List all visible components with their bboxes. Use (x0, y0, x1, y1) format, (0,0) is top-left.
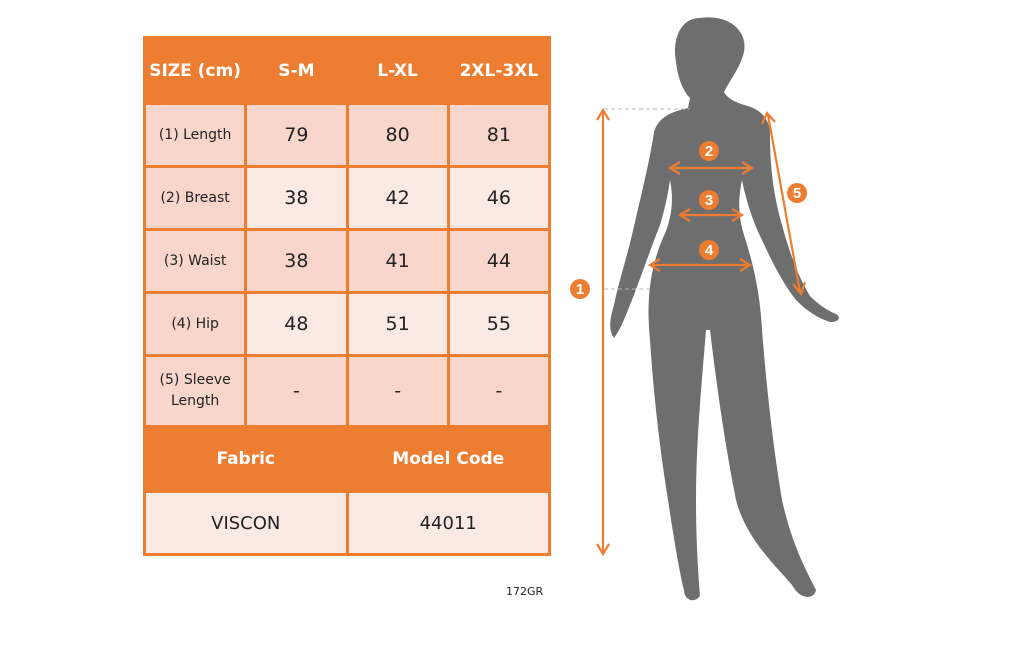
marker-4: 4 (705, 242, 714, 259)
cell: 38 (244, 165, 349, 231)
model-code-value: 44011 (345, 490, 551, 556)
fabric-value: VISCON (143, 490, 349, 556)
marker-1: 1 (576, 281, 584, 298)
cell: 42 (345, 165, 450, 231)
header-s-m: S-M (244, 36, 349, 105)
cell: - (345, 354, 450, 428)
marker-5: 5 (793, 185, 801, 202)
header-size: SIZE (cm) (142, 36, 248, 105)
model-size-code: 172GR (506, 585, 544, 598)
fabric-value-row: VISCON 44011 (143, 490, 551, 556)
sleeve-arrow (766, 114, 802, 293)
guide-lines (604, 108, 690, 290)
row-label: (1) Length (142, 102, 248, 168)
table-row: (2) Breast 38 42 46 (142, 165, 552, 231)
marker-3: 3 (705, 192, 713, 209)
table-row: (5) Sleeve Length - - - (142, 354, 552, 428)
fabric-header-row: Fabric Model Code (143, 425, 551, 493)
cell: 38 (244, 228, 349, 294)
body-measurement-figure: 1 2 3 4 5 (570, 17, 839, 601)
row-label: (5) Sleeve Length (142, 354, 248, 428)
table-row: (1) Length 79 80 81 (142, 102, 552, 168)
woman-silhouette (610, 17, 839, 601)
cell: - (446, 354, 552, 428)
cell: 46 (446, 165, 552, 231)
measurement-arrows (596, 107, 807, 557)
cell: 81 (446, 102, 552, 168)
cell: 55 (446, 291, 552, 357)
cell: 51 (345, 291, 450, 357)
cell: - (244, 354, 349, 428)
header-2xl-3xl: 2XL-3XL (446, 36, 552, 105)
fabric-label: Fabric (143, 425, 349, 493)
header-row: SIZE (cm) S-M L-XL 2XL-3XL (142, 36, 552, 105)
marker-badges: 1 2 3 4 5 (570, 141, 807, 299)
cell: 44 (446, 228, 552, 294)
cell: 48 (244, 291, 349, 357)
table-row: (3) Waist 38 41 44 (142, 228, 552, 294)
row-label: (4) Hip (142, 291, 248, 357)
model-code-label: Model Code (345, 425, 551, 493)
marker-2: 2 (705, 143, 713, 160)
table-row: (4) Hip 48 51 55 (142, 291, 552, 357)
size-chart-table: SIZE (cm) S-M L-XL 2XL-3XL (1) Length 79… (142, 36, 552, 556)
header-l-xl: L-XL (345, 36, 450, 105)
cell: 41 (345, 228, 450, 294)
cell: 79 (244, 102, 349, 168)
row-label: (3) Waist (142, 228, 248, 294)
cell: 80 (345, 102, 450, 168)
row-label: (2) Breast (142, 165, 248, 231)
